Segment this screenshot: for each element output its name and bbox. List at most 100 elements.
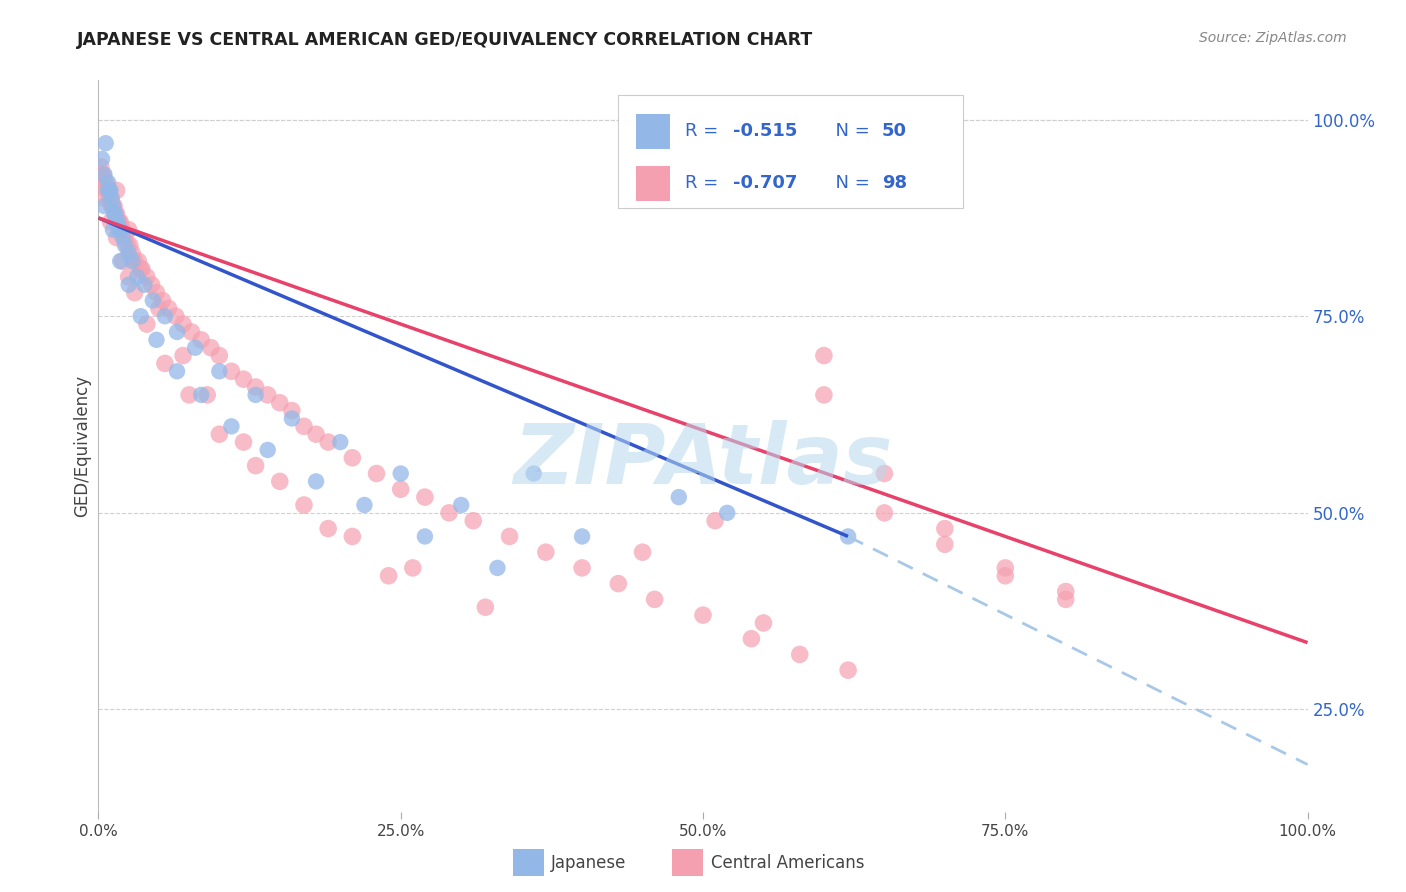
Text: R =: R = xyxy=(685,174,724,193)
Point xyxy=(1054,592,1077,607)
Point xyxy=(129,262,152,277)
Point xyxy=(994,568,1017,582)
Point xyxy=(813,388,835,402)
Point xyxy=(100,183,122,197)
Point xyxy=(292,498,315,512)
Point xyxy=(389,467,412,481)
Point xyxy=(353,498,375,512)
Point xyxy=(221,364,243,378)
Point xyxy=(180,325,202,339)
Point xyxy=(104,207,127,221)
Point xyxy=(389,482,412,496)
Point xyxy=(124,254,146,268)
Point xyxy=(232,372,254,386)
Point xyxy=(91,152,114,166)
Point xyxy=(107,215,129,229)
Point xyxy=(305,427,328,442)
Point xyxy=(134,277,156,292)
Point xyxy=(292,419,315,434)
Point xyxy=(256,442,278,457)
Point xyxy=(813,349,835,363)
Point xyxy=(108,215,131,229)
Point xyxy=(873,467,896,481)
Point xyxy=(571,529,593,543)
Point xyxy=(172,349,194,363)
Point xyxy=(232,435,254,450)
Point xyxy=(100,215,122,229)
Point xyxy=(145,285,167,300)
Point xyxy=(93,199,115,213)
Point xyxy=(316,435,339,450)
Point xyxy=(104,207,127,221)
Point xyxy=(172,317,194,331)
Point xyxy=(105,215,128,229)
Point xyxy=(377,568,399,582)
Point xyxy=(463,514,485,528)
Point xyxy=(474,600,496,615)
Point xyxy=(157,301,180,316)
Point xyxy=(93,168,115,182)
Point xyxy=(100,191,122,205)
Point xyxy=(208,349,231,363)
Point xyxy=(98,191,121,205)
Point xyxy=(245,458,267,473)
Point xyxy=(94,136,117,151)
Point xyxy=(96,183,118,197)
Point xyxy=(91,168,114,182)
Point xyxy=(740,632,762,646)
Point xyxy=(135,317,157,331)
Point xyxy=(152,293,174,308)
Point xyxy=(200,341,222,355)
Point xyxy=(98,183,121,197)
Text: Japanese: Japanese xyxy=(551,854,627,871)
Point xyxy=(934,537,956,551)
Point xyxy=(111,223,134,237)
Point xyxy=(486,561,509,575)
Point xyxy=(101,223,124,237)
Point xyxy=(752,615,775,630)
Text: JAPANESE VS CENTRAL AMERICAN GED/EQUIVALENCY CORRELATION CHART: JAPANESE VS CENTRAL AMERICAN GED/EQUIVAL… xyxy=(77,31,814,49)
Point xyxy=(366,467,388,481)
Point xyxy=(108,223,131,237)
Point xyxy=(1054,584,1077,599)
Point xyxy=(523,467,546,481)
Point xyxy=(668,490,690,504)
Point xyxy=(135,269,157,284)
Point xyxy=(100,199,122,213)
Point xyxy=(142,293,165,308)
Point xyxy=(195,388,218,402)
Point xyxy=(97,183,120,197)
Point xyxy=(165,310,187,324)
Point xyxy=(571,561,593,575)
Point xyxy=(208,364,231,378)
Point xyxy=(402,561,425,575)
Text: -0.515: -0.515 xyxy=(734,122,797,140)
Point xyxy=(127,254,149,268)
Text: 50: 50 xyxy=(882,122,907,140)
Point xyxy=(498,529,520,543)
Point xyxy=(111,254,134,268)
Point xyxy=(145,333,167,347)
Point xyxy=(450,498,472,512)
Point xyxy=(305,475,328,489)
Point xyxy=(118,238,141,252)
Point xyxy=(184,341,207,355)
Point xyxy=(166,325,188,339)
Point xyxy=(190,333,212,347)
Point xyxy=(129,310,152,324)
Text: R =: R = xyxy=(685,122,724,140)
Text: -0.707: -0.707 xyxy=(734,174,797,193)
Point xyxy=(108,223,131,237)
Point xyxy=(179,388,201,402)
Point xyxy=(118,269,141,284)
Point xyxy=(105,207,128,221)
Point xyxy=(101,199,124,213)
Y-axis label: GED/Equivalency: GED/Equivalency xyxy=(73,375,91,517)
Point xyxy=(101,199,124,213)
Text: 98: 98 xyxy=(882,174,907,193)
Point xyxy=(342,529,364,543)
Point xyxy=(93,191,115,205)
Text: Central Americans: Central Americans xyxy=(711,854,865,871)
Point xyxy=(121,254,143,268)
Point xyxy=(269,475,291,489)
